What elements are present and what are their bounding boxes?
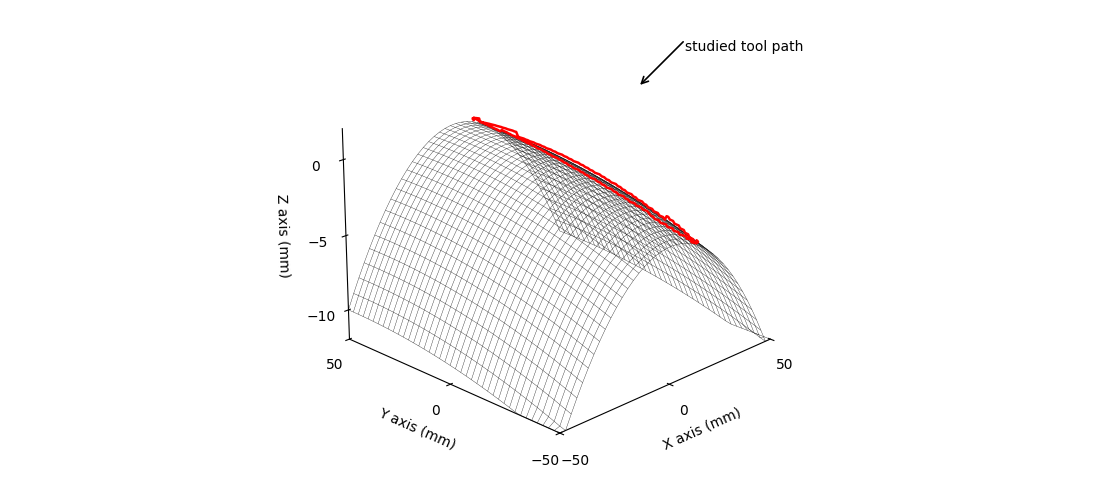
X-axis label: X axis (mm): X axis (mm) [661, 406, 744, 453]
Y-axis label: Y axis (mm): Y axis (mm) [376, 406, 458, 453]
Text: studied tool path: studied tool path [685, 40, 804, 54]
